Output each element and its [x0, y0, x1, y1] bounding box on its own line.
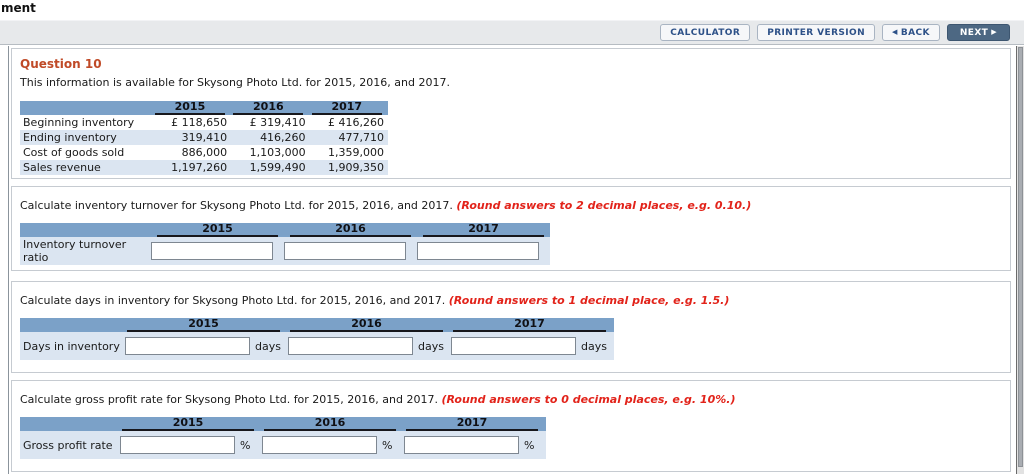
assignment-title-partial: ment	[1, 1, 36, 15]
gross-profit-input-2016[interactable]	[262, 436, 377, 454]
unit-label: %	[524, 438, 535, 452]
back-button[interactable]: ◀ BACK	[882, 24, 940, 41]
year-header: 2015	[157, 223, 278, 237]
year-header: 2017	[453, 318, 606, 332]
row-label: Days in inventory	[23, 339, 120, 353]
row-label: Inventory turnover ratio	[23, 238, 127, 264]
question-title: Question 10	[20, 57, 102, 71]
question-intro: This information is available for Skyson…	[20, 76, 450, 89]
rounding-note: (Round answers to 2 decimal places, e.g.…	[456, 199, 752, 212]
days-table-header: 2015 2016 2017	[20, 318, 614, 332]
turnover-input-2017[interactable]	[417, 242, 539, 260]
unit-label: days	[581, 339, 607, 353]
gross-profit-table: 2015 2016 2017 Gross profit rate % % %	[20, 417, 546, 459]
financial-data-table: 2015 2016 2017 Beginning inventory £ 118…	[20, 101, 388, 175]
unit-label: %	[382, 438, 393, 452]
turnover-table: 2015 2016 2017 Inventory turnover ratio	[20, 223, 550, 265]
year-header: 2015	[127, 318, 280, 332]
next-button[interactable]: NEXT ▶	[946, 24, 1010, 41]
cell-value: £ 118,650	[171, 116, 228, 129]
calculator-button-label: CALCULATOR	[670, 27, 741, 38]
gross-profit-section: Calculate gross profit rate for Skysong …	[11, 380, 1011, 472]
turnover-input-2016[interactable]	[284, 242, 406, 260]
cell-value: 1,103,000	[249, 146, 306, 159]
cell-value: 886,000	[181, 146, 228, 159]
gross-profit-table-header: 2015 2016 2017	[20, 417, 546, 431]
row-label: Sales revenue	[23, 161, 101, 174]
turnover-table-header: 2015 2016 2017	[20, 223, 550, 237]
year-header: 2016	[233, 101, 304, 115]
year-header: 2016	[264, 417, 396, 431]
cell-value: 1,909,350	[328, 161, 384, 174]
row-label: Beginning inventory	[23, 116, 135, 129]
cell-value: £ 319,410	[249, 116, 306, 129]
printer-version-button[interactable]: PRINTER VERSION	[757, 24, 876, 41]
year-header: 2016	[290, 318, 443, 332]
days-section: Calculate days in inventory for Skysong …	[11, 281, 1011, 373]
next-button-label: NEXT	[959, 27, 989, 38]
cell-value: 416,260	[260, 131, 306, 144]
table-row: Beginning inventory £ 118,650 £ 319,410 …	[20, 115, 388, 130]
next-arrow-icon: ▶	[991, 28, 997, 36]
vertical-scrollbar[interactable]	[1016, 46, 1024, 474]
question-panel: Question 10 This information is availabl…	[11, 48, 1011, 179]
cell-value: 1,359,000	[328, 146, 384, 159]
unit-label: %	[240, 438, 251, 452]
rounding-note: (Round answers to 1 decimal place, e.g. …	[448, 294, 730, 307]
turnover-section: Calculate inventory turnover for Skysong…	[11, 186, 1011, 271]
unit-label: days	[418, 339, 444, 353]
section-prompt: Calculate days in inventory for Skysong …	[20, 294, 446, 307]
days-table: 2015 2016 2017 Days in inventory days da…	[20, 318, 614, 360]
back-arrow-icon: ◀	[892, 28, 898, 36]
section-prompt: Calculate gross profit rate for Skysong …	[20, 393, 438, 406]
section-prompt: Calculate inventory turnover for Skysong…	[20, 199, 453, 212]
scrollbar-thumb[interactable]	[1018, 47, 1023, 467]
toolbar: CALCULATOR PRINTER VERSION ◀ BACK NEXT ▶	[0, 20, 1024, 45]
table-row: Sales revenue 1,197,260 1,599,490 1,909,…	[20, 160, 388, 175]
days-input-2016[interactable]	[288, 337, 413, 355]
row-label: Cost of goods sold	[23, 146, 125, 159]
year-header: 2015	[154, 101, 225, 115]
calculator-button[interactable]: CALCULATOR	[660, 24, 751, 41]
cell-value: 477,710	[338, 131, 385, 144]
year-header: 2017	[406, 417, 538, 431]
cell-value: 319,410	[181, 131, 228, 144]
row-label: Ending inventory	[23, 131, 117, 144]
gross-profit-input-2017[interactable]	[404, 436, 519, 454]
cell-value: 1,599,490	[249, 161, 306, 174]
rounding-note: (Round answers to 0 decimal places, e.g.…	[441, 393, 736, 406]
main-content: Question 10 This information is availabl…	[8, 46, 1016, 474]
financial-table-header: 2015 2016 2017	[20, 101, 388, 115]
year-header: 2015	[122, 417, 254, 431]
table-row: Ending inventory 319,410 416,260 477,710	[20, 130, 388, 145]
back-button-label: BACK	[900, 27, 930, 38]
table-row: Days in inventory days days days	[20, 332, 614, 360]
turnover-input-2015[interactable]	[151, 242, 273, 260]
printer-version-button-label: PRINTER VERSION	[767, 27, 866, 38]
year-header: 2017	[423, 223, 544, 237]
days-input-2015[interactable]	[125, 337, 250, 355]
cell-value: £ 416,260	[328, 116, 384, 129]
table-row: Inventory turnover ratio	[20, 237, 550, 265]
table-row: Cost of goods sold 886,000 1,103,000 1,3…	[20, 145, 388, 160]
table-row: Gross profit rate % % %	[20, 431, 546, 459]
days-input-2017[interactable]	[451, 337, 576, 355]
unit-label: days	[255, 339, 281, 353]
year-header: 2016	[290, 223, 411, 237]
cell-value: 1,197,260	[171, 161, 228, 174]
row-label: Gross profit rate	[23, 438, 113, 452]
gross-profit-input-2015[interactable]	[120, 436, 235, 454]
year-header: 2017	[311, 101, 382, 115]
